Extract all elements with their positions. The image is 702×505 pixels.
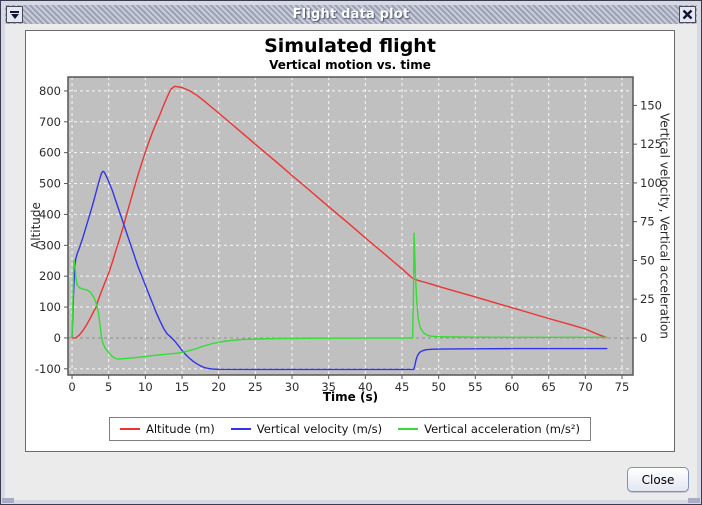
x-tick-label: 10 — [138, 380, 153, 394]
left-tick-label: 500 — [39, 177, 61, 191]
x-tick-label: 75 — [615, 380, 630, 394]
x-tick-label: 45 — [395, 380, 410, 394]
resize-grip-bottom-left[interactable] — [2, 498, 14, 503]
right-axis-label: Vertical velocity, Vertical acceleration — [657, 113, 672, 339]
left-tick-label: 700 — [39, 115, 61, 129]
left-tick-label: 100 — [39, 300, 61, 314]
right-tick-label: 125 — [640, 137, 662, 151]
legend-item: Altitude (m) — [120, 422, 215, 436]
x-axis-label: Time (s) — [322, 390, 379, 404]
chart-legend: Altitude (m) Vertical velocity (m/s) Verti… — [26, 417, 674, 441]
window-menu-icon — [10, 13, 19, 19]
right-tick-label: 100 — [640, 176, 662, 190]
legend-item: Vertical velocity (m/s) — [230, 422, 383, 436]
left-tick-label: 0 — [54, 331, 61, 345]
legend-swatch — [120, 428, 140, 430]
left-tick-label: 600 — [39, 146, 61, 160]
plot-area: 0 5 10 15 20 25 30 35 40 45 50 55 60 65 70 75 -100 0 100 20… — [35, 76, 662, 394]
x-tick-label: 35 — [321, 380, 336, 394]
legend-swatch — [230, 428, 251, 430]
series-line — [72, 85, 608, 339]
series-line — [71, 232, 608, 360]
close-icon — [682, 9, 693, 20]
x-tick-label: 50 — [431, 380, 446, 394]
left-axis-label: Altitude — [29, 202, 43, 250]
chart-panel: 0 5 10 15 20 25 30 35 40 45 50 55 60 65 70 75 -100 0 100 20… — [25, 30, 675, 452]
x-tick-label: 5 — [105, 380, 112, 394]
legend-label: Vertical acceleration (m/s²) — [424, 422, 580, 436]
legend-item: Vertical acceleration (m/s²) — [398, 422, 580, 436]
x-tick-label: 0 — [68, 380, 75, 394]
legend-swatch — [398, 428, 419, 430]
left-tick-label: 300 — [39, 238, 61, 252]
x-tick-label: 60 — [505, 380, 520, 394]
left-tick-label: -100 — [35, 362, 61, 376]
chart-title: Simulated flight — [264, 35, 436, 57]
left-tick-label: 200 — [39, 269, 61, 283]
right-tick-label: 50 — [640, 253, 655, 267]
legend-box: Altitude (m) Vertical velocity (m/s) Verti… — [109, 417, 591, 441]
plot-frame — [67, 76, 634, 376]
resize-grip-bottom-right[interactable] — [688, 498, 700, 503]
right-tick-label: 150 — [640, 98, 662, 112]
x-tick-label: 20 — [211, 380, 226, 394]
chart-subtitle: Vertical motion vs. time — [269, 58, 431, 72]
window-close-button[interactable] — [679, 6, 696, 23]
window-menu-icon — [10, 10, 19, 13]
left-tick-label: 400 — [39, 207, 61, 221]
x-tick-label: 70 — [578, 380, 593, 394]
series-line — [71, 170, 608, 371]
dialog-content: 0 5 10 15 20 25 30 35 40 45 50 55 60 65 70 75 -100 0 100 20… — [5, 24, 697, 500]
x-tick-label: 55 — [468, 380, 483, 394]
window-title: Flight data plot — [292, 7, 410, 22]
x-tick-label: 65 — [541, 380, 556, 394]
legend-label: Vertical velocity (m/s) — [256, 422, 383, 436]
left-tick-label: 800 — [39, 84, 61, 98]
legend-label: Altitude (m) — [146, 422, 215, 436]
x-tick-label: 40 — [358, 380, 373, 394]
x-tick-label: 15 — [175, 380, 190, 394]
x-tick-label: 25 — [248, 380, 263, 394]
x-tick-label: 30 — [285, 380, 300, 394]
right-tick-label: 75 — [640, 215, 655, 229]
window-titlebar[interactable]: Flight data plot — [5, 5, 697, 25]
window-menu-button[interactable] — [6, 6, 23, 23]
right-tick-label: 0 — [640, 331, 647, 345]
close-button[interactable]: Close — [627, 467, 689, 492]
right-tick-label: 25 — [640, 292, 655, 306]
